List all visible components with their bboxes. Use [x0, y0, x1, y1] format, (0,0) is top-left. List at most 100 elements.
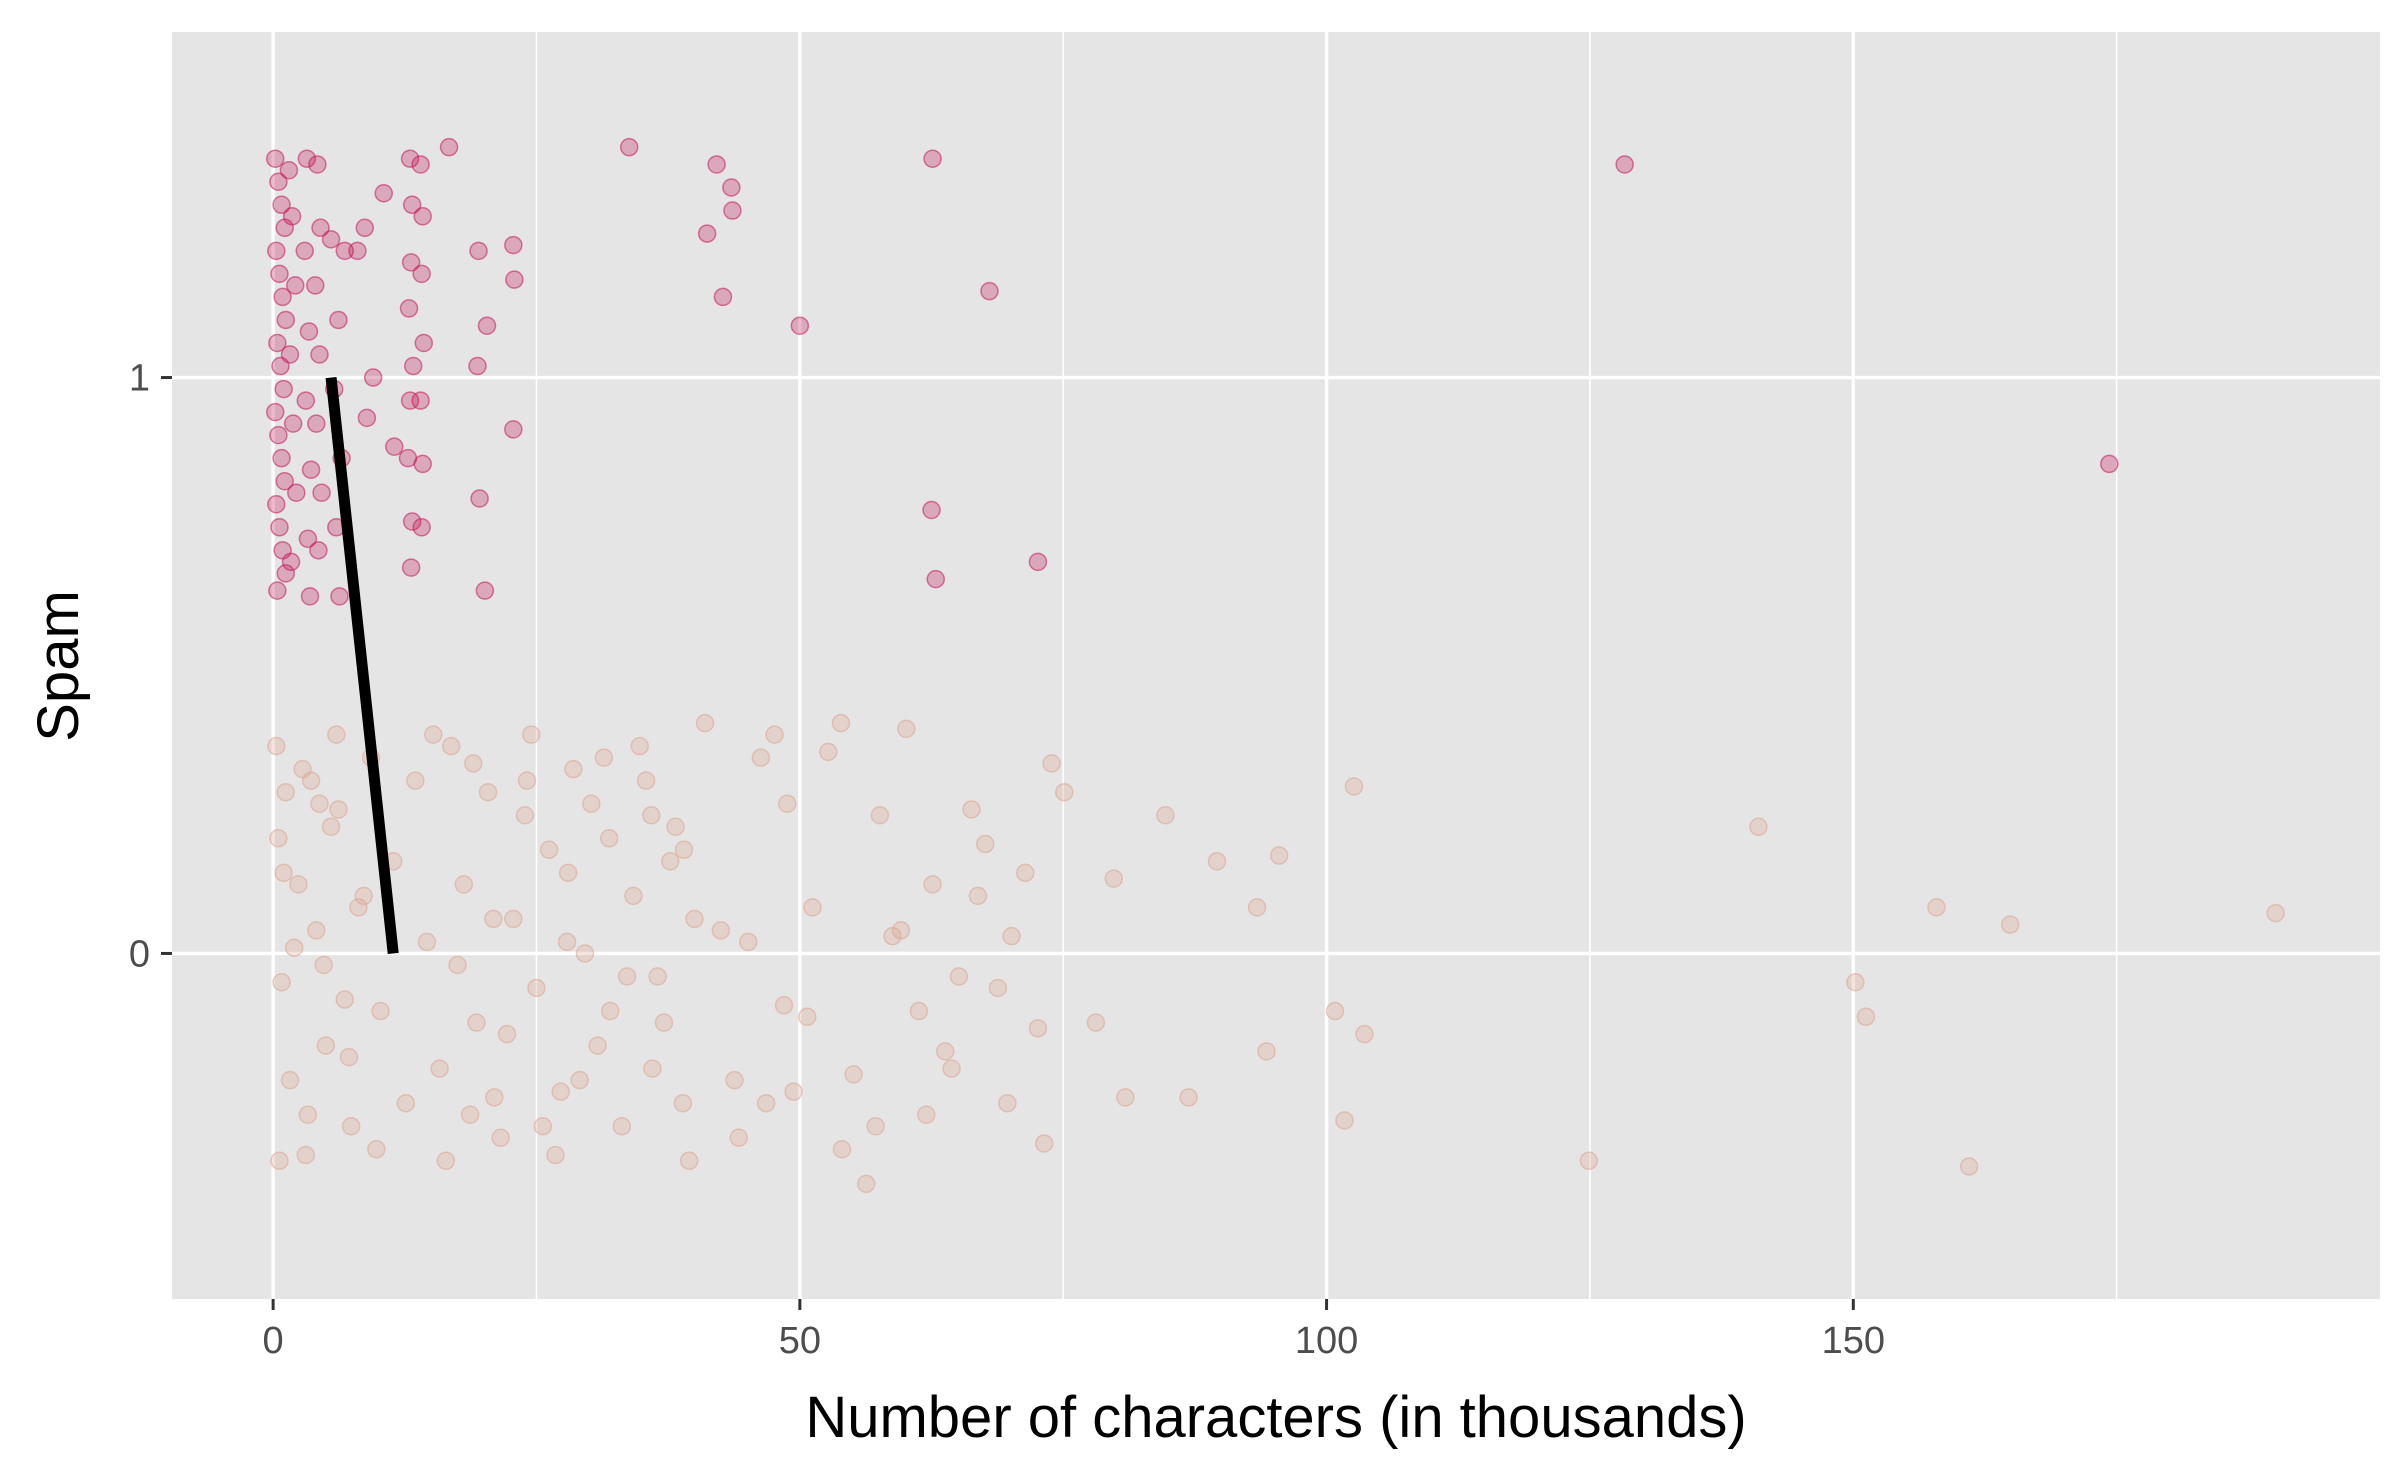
- data-point: [321, 230, 341, 249]
- data-point: [402, 195, 422, 215]
- data-point: [774, 996, 794, 1015]
- data-point: [274, 379, 293, 399]
- data-point: [661, 852, 680, 871]
- data-point: [267, 736, 286, 756]
- data-point: [265, 402, 285, 422]
- data-point: [298, 1105, 318, 1124]
- data-point: [367, 1140, 386, 1159]
- data-point: [1579, 1151, 1599, 1171]
- data-point: [270, 1151, 289, 1171]
- data-point: [286, 276, 305, 295]
- data-point: [1335, 1111, 1354, 1130]
- data-point: [491, 1128, 510, 1147]
- data-point: [695, 713, 715, 733]
- data-point: [891, 921, 911, 940]
- data-point: [619, 137, 639, 157]
- data-point: [270, 518, 289, 537]
- data-point: [1325, 1001, 1345, 1021]
- data-point: [430, 1059, 449, 1078]
- data-point: [339, 1047, 359, 1067]
- data-point: [310, 794, 329, 813]
- data-point: [406, 771, 425, 790]
- data-point: [341, 1116, 361, 1136]
- data-point: [546, 1145, 565, 1165]
- data-point: [1028, 552, 1048, 572]
- data-point: [1959, 1157, 1979, 1176]
- data-point: [624, 886, 643, 906]
- data-point: [980, 281, 999, 301]
- data-point: [674, 840, 694, 860]
- data-point: [414, 333, 434, 353]
- data-point: [327, 725, 346, 744]
- data-point: [321, 817, 341, 837]
- data-point: [282, 207, 302, 226]
- data-point: [417, 932, 437, 952]
- y-tick-label: 1: [129, 358, 150, 400]
- series-group-0: [267, 713, 2285, 1194]
- data-point: [411, 155, 430, 174]
- data-point: [400, 391, 420, 410]
- data-point: [275, 471, 294, 491]
- data-point: [267, 241, 286, 261]
- data-point: [777, 794, 797, 813]
- data-point: [284, 938, 304, 957]
- data-point: [314, 955, 333, 975]
- y-tick-label: 0: [129, 933, 150, 975]
- data-point: [296, 391, 316, 410]
- data-point: [2266, 903, 2285, 923]
- data-point: [467, 1013, 486, 1032]
- data-point: [300, 587, 320, 606]
- data-point: [268, 581, 287, 600]
- data-point: [666, 817, 685, 837]
- data-point: [470, 489, 489, 508]
- data-point: [998, 1093, 1017, 1113]
- data-point: [1034, 1134, 1054, 1153]
- data-point: [870, 805, 890, 825]
- data-point: [1042, 754, 1061, 773]
- data-point: [1016, 863, 1035, 883]
- data-point: [396, 1093, 416, 1113]
- data-point: [475, 581, 495, 600]
- data-point: [575, 944, 595, 963]
- data-point: [1207, 852, 1227, 871]
- y-axis-title: Spam: [26, 590, 91, 742]
- data-point: [297, 149, 317, 168]
- data-point: [557, 932, 577, 952]
- data-point: [1116, 1088, 1135, 1107]
- data-point: [790, 316, 810, 335]
- data-point: [268, 333, 287, 353]
- data-point: [725, 1070, 744, 1090]
- data-point: [588, 1036, 607, 1055]
- data-point: [942, 1059, 961, 1078]
- fit-line: [325, 376, 399, 955]
- data-point: [679, 1151, 699, 1171]
- data-point: [1355, 1024, 1374, 1044]
- data-point: [896, 719, 916, 739]
- data-point: [551, 1082, 570, 1101]
- data-point: [722, 178, 741, 197]
- data-point: [330, 587, 349, 606]
- data-point: [441, 736, 461, 756]
- data-point: [923, 149, 942, 168]
- data-point: [599, 829, 619, 848]
- fit-line-layer: [325, 376, 399, 955]
- data-point: [504, 909, 523, 929]
- data-point: [976, 834, 995, 854]
- data-point: [283, 414, 303, 433]
- data-point: [517, 771, 537, 790]
- data-point: [464, 754, 483, 773]
- x-axis-title: Number of characters (in thousands): [805, 1385, 1746, 1450]
- data-point: [280, 1070, 300, 1090]
- data-point: [289, 875, 308, 894]
- data-point: [272, 448, 291, 468]
- data-point: [348, 241, 367, 261]
- data-point: [276, 310, 296, 330]
- data-point: [281, 552, 301, 572]
- data-point: [401, 558, 421, 577]
- x-tick-label: 50: [779, 1320, 821, 1362]
- data-point: [269, 172, 288, 191]
- data-point: [1179, 1088, 1198, 1107]
- data-point: [485, 1088, 504, 1107]
- data-point: [2000, 915, 2020, 934]
